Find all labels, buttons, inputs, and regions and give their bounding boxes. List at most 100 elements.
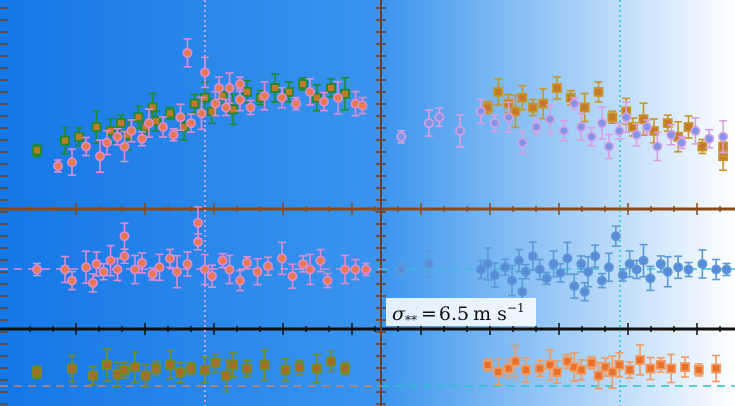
data-point-circle [235, 275, 246, 286]
data-point-circle [590, 251, 601, 262]
data-point-square [545, 360, 555, 370]
data-point-square [32, 367, 42, 377]
data-point-square [242, 87, 252, 97]
data-point-square [200, 365, 210, 375]
data-point-circle [711, 264, 722, 275]
data-point-square [607, 112, 618, 123]
data-point-circle [242, 257, 253, 268]
data-point-circle [154, 262, 165, 273]
data-point-circle [614, 125, 625, 136]
sigma-subscript: ** [405, 313, 417, 327]
data-point-circle [423, 258, 434, 269]
data-point-circle [304, 86, 315, 97]
data-point-square [635, 355, 645, 365]
data-point-circle [655, 258, 666, 269]
data-point-circle [182, 47, 193, 58]
data-point-circle [482, 258, 493, 269]
data-point-circle [95, 151, 106, 162]
data-point-square [593, 370, 604, 381]
data-point-square [88, 370, 98, 381]
data-point-square [270, 83, 280, 93]
data-point-circle [67, 275, 78, 286]
data-point-circle [683, 264, 694, 275]
data-point-square [133, 112, 144, 123]
data-point-square [493, 87, 504, 97]
data-point-circle [662, 266, 673, 277]
data-point-square [91, 122, 102, 132]
data-point-circle [517, 137, 528, 148]
data-point-circle [168, 129, 179, 140]
data-point-circle [503, 112, 514, 123]
data-point-circle [555, 267, 566, 278]
data-point-square [586, 357, 597, 368]
data-point-square [119, 365, 130, 375]
data-point-square [186, 363, 196, 374]
data-point-circle [455, 125, 466, 136]
data-point-square [280, 365, 291, 375]
data-point-circle [562, 253, 573, 264]
data-point-circle [158, 122, 169, 133]
data-point-square [693, 365, 704, 375]
data-point-square [60, 135, 70, 146]
data-point-circle [541, 273, 552, 284]
data-point-square [711, 363, 722, 374]
data-point-circle [645, 273, 656, 284]
data-point-circle [631, 264, 642, 275]
data-point-circle [252, 266, 263, 277]
data-point-square [527, 102, 538, 113]
data-point-circle [586, 131, 597, 142]
data-point-circle [214, 83, 225, 94]
data-point-circle [81, 141, 92, 152]
data-point-circle [130, 264, 141, 275]
data-point-square [510, 356, 521, 367]
data-point-circle [304, 264, 315, 275]
data-point-square [259, 360, 270, 370]
data-point-circle [315, 255, 326, 266]
data-point-square [242, 363, 252, 374]
data-point-square [284, 87, 294, 97]
data-point-square [102, 360, 112, 370]
data-point-square [140, 370, 151, 381]
data-point-circle [200, 264, 211, 275]
data-point-circle [235, 79, 246, 90]
data-point-circle [475, 264, 486, 275]
data-point-circle [332, 92, 343, 103]
sigma-value: 6.5 [439, 303, 469, 325]
data-points [31, 38, 732, 393]
data-point-square [326, 356, 336, 367]
data-point-square [165, 360, 175, 370]
data-point-square [579, 102, 590, 113]
data-point-square [221, 370, 231, 381]
data-point-square [74, 131, 84, 142]
data-point-circle [186, 118, 197, 129]
data-point-circle [137, 257, 148, 268]
sigma-unit: m s [473, 303, 507, 325]
data-point-square [662, 118, 673, 128]
data-point-circle [617, 270, 628, 281]
data-point-circle [583, 266, 594, 277]
data-point-circle [105, 255, 116, 266]
data-point-circle [207, 271, 218, 282]
data-point-circle [513, 255, 524, 266]
data-point-circle [596, 118, 607, 129]
data-point-square [340, 363, 350, 374]
data-point-circle [489, 118, 500, 129]
data-point-circle [357, 100, 368, 111]
data-point-circle [666, 129, 677, 140]
data-point-square [493, 367, 504, 377]
data-point-circle [67, 157, 78, 168]
data-point-square [503, 363, 514, 374]
data-point-circle [517, 286, 528, 297]
data-point-circle [290, 98, 301, 109]
data-point-square [520, 365, 531, 375]
data-point-circle [545, 114, 556, 125]
data-point-square [130, 362, 140, 372]
data-point-square [312, 363, 322, 374]
data-point-square [517, 92, 528, 103]
data-point-circle [721, 264, 732, 275]
data-point-circle [423, 118, 434, 129]
data-point-circle [531, 122, 542, 133]
data-point-circle [489, 270, 500, 281]
equals-sign: = [421, 303, 437, 325]
data-point-square [655, 360, 666, 370]
